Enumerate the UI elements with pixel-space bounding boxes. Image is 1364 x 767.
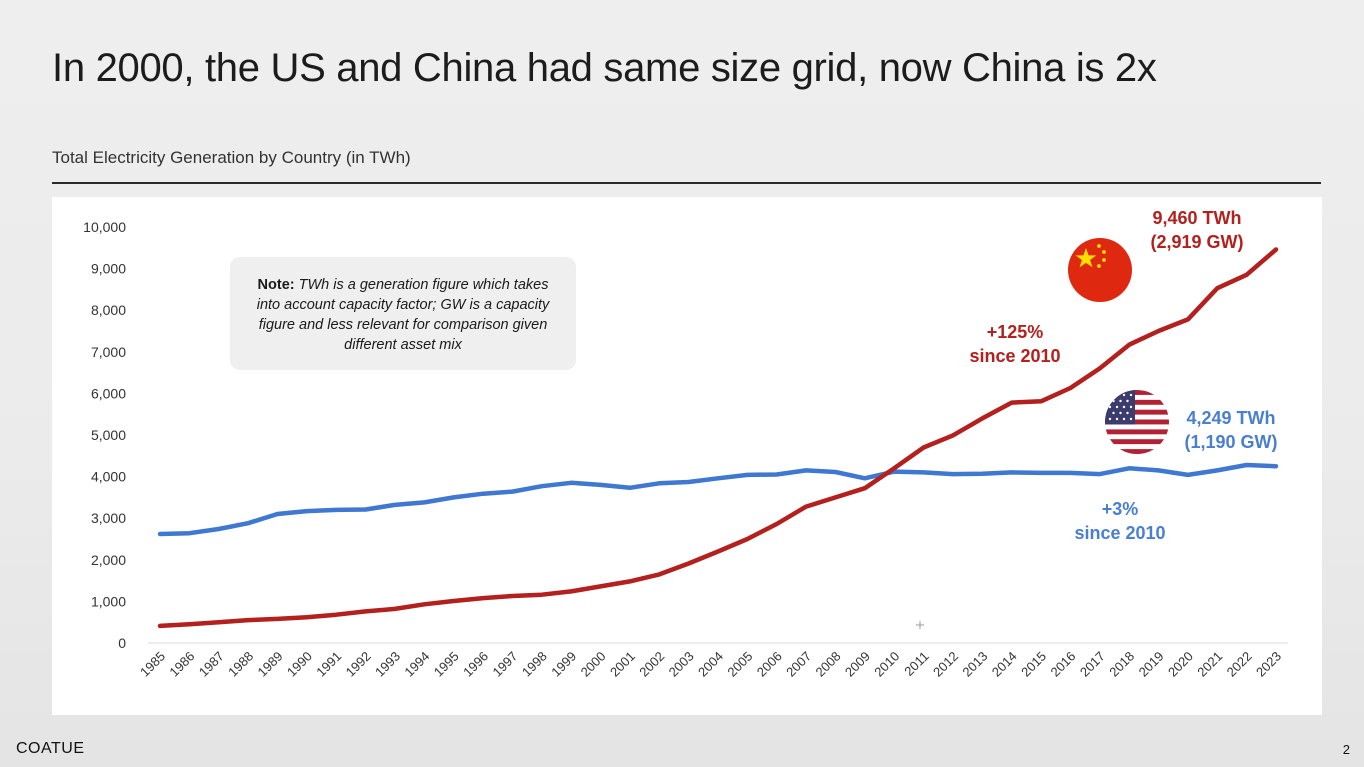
- x-tick-label: 2001: [607, 649, 638, 680]
- x-tick-label: 2002: [636, 649, 667, 680]
- x-tick-label: 2012: [930, 649, 961, 680]
- y-tick-label: 8,000: [91, 302, 126, 318]
- x-tick-label: 1996: [460, 649, 491, 680]
- y-tick-label: 7,000: [91, 344, 126, 360]
- note-label: Note:: [257, 277, 295, 293]
- chart-note: Note: TWh is a generation figure which t…: [230, 257, 576, 370]
- china-value-label: 9,460 TWh (2,919 GW): [1150, 208, 1244, 252]
- x-tick-label: 2014: [989, 649, 1020, 680]
- us-value-label: 4,249 TWh (1,190 GW): [1184, 408, 1278, 452]
- x-tick-label: 1989: [255, 649, 286, 680]
- x-tick-label: 1995: [431, 649, 462, 680]
- slide-title: In 2000, the US and China had same size …: [52, 46, 1157, 90]
- cursor-crosshair-icon: [916, 621, 924, 629]
- y-tick-label: 0: [118, 635, 126, 651]
- us-flag-icon: [1105, 390, 1169, 454]
- china-growth-label: +125% since 2010: [969, 322, 1061, 366]
- x-tick-label: 2010: [871, 649, 902, 680]
- brand-logo: COATUE: [16, 740, 85, 757]
- x-tick-label: 1985: [137, 649, 168, 680]
- x-tick-label: 2018: [1106, 649, 1137, 680]
- x-tick-label: 2022: [1224, 649, 1255, 680]
- x-tick-label: 2016: [1047, 649, 1078, 680]
- x-tick-label: 2020: [1165, 649, 1196, 680]
- page-number: 2: [1342, 742, 1350, 757]
- y-tick-label: 10,000: [83, 219, 126, 235]
- line-chart: 0 1,000 2,000 3,000 4,000 5,000 6,000 7,000 8,00…: [83, 219, 1288, 680]
- y-tick-label: 3,000: [91, 510, 126, 526]
- x-tick-label: 2013: [959, 649, 990, 680]
- y-tick-label: 2,000: [91, 552, 126, 568]
- x-tick-label: 1993: [372, 649, 403, 680]
- x-tick-label: 2023: [1253, 649, 1284, 680]
- x-tick-label: 2015: [1018, 649, 1049, 680]
- x-tick-label: 2011: [901, 649, 931, 679]
- title-divider: [52, 182, 1321, 184]
- x-tick-label: 1990: [284, 649, 315, 680]
- x-tick-label: 1986: [166, 649, 197, 680]
- series-lines: [157, 247, 1279, 629]
- x-tick-label: 2006: [754, 649, 785, 680]
- x-tick-label: 1994: [401, 649, 432, 680]
- x-tick-label: 1997: [489, 649, 520, 680]
- y-tick-label: 9,000: [91, 261, 126, 277]
- y-tick-label: 6,000: [91, 385, 126, 401]
- y-tick-label: 1,000: [91, 593, 126, 609]
- x-tick-label: 1988: [225, 649, 256, 680]
- x-tick-label: 1999: [548, 649, 579, 680]
- x-tick-label: 2008: [813, 649, 844, 680]
- x-tick-label: 1992: [343, 649, 374, 680]
- chart-title: Total Electricity Generation by Country …: [52, 148, 411, 167]
- x-tick-label: 1998: [519, 649, 550, 680]
- us-series-line: [157, 462, 1279, 537]
- y-tick-label: 5,000: [91, 427, 126, 443]
- x-tick-label: 2005: [724, 649, 755, 680]
- x-tick-label: 2000: [578, 649, 609, 680]
- china-flag-icon: [1068, 238, 1132, 302]
- x-tick-label: 2004: [695, 649, 726, 680]
- x-tick-label: 2019: [1136, 649, 1167, 680]
- y-axis: 0 1,000 2,000 3,000 4,000 5,000 6,000 7,000 8,00…: [83, 219, 126, 651]
- x-tick-label: 2003: [666, 649, 697, 680]
- us-growth-label: +3% since 2010: [1074, 499, 1166, 543]
- x-tick-label: 2009: [842, 649, 873, 680]
- x-tick-label: 1987: [196, 649, 227, 680]
- china-series-line: [157, 247, 1279, 629]
- note-text: TWh is a generation figure which takes i…: [256, 277, 550, 353]
- x-tick-label: 1991: [313, 649, 344, 680]
- x-axis: 1985198619871988198919901991199219931994…: [137, 642, 1288, 680]
- x-tick-label: 2017: [1077, 649, 1108, 680]
- x-tick-label: 2021: [1194, 649, 1225, 680]
- y-tick-label: 4,000: [91, 469, 126, 485]
- x-tick-label: 2007: [783, 649, 814, 680]
